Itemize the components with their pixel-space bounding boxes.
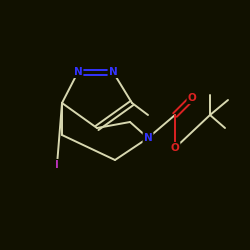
Text: N: N — [108, 67, 118, 77]
Text: O: O — [170, 143, 179, 153]
Text: N: N — [74, 67, 82, 77]
Text: I: I — [55, 160, 59, 170]
Text: N: N — [144, 133, 152, 143]
Text: O: O — [188, 93, 196, 103]
